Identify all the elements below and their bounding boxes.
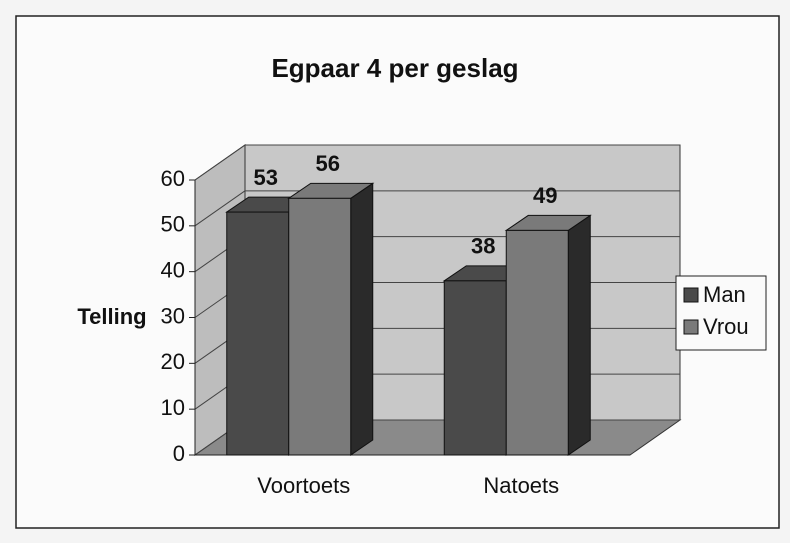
bar-side (567, 214, 591, 456)
chart-title: Egpaar 4 per geslag (271, 53, 518, 83)
grid-line (194, 144, 246, 181)
legend-label: Man (703, 282, 746, 307)
bar (288, 197, 352, 456)
bar (443, 280, 507, 456)
legend-swatch (683, 287, 699, 303)
value-label: 49 (533, 183, 557, 208)
y-tick-label: 60 (161, 166, 185, 191)
bar (505, 229, 569, 456)
bar-side (350, 182, 374, 456)
y-axis-label: Telling (77, 304, 146, 329)
y-tick-label: 0 (173, 441, 185, 466)
x-tick-label: Voortoets (257, 473, 350, 498)
y-tick-label: 50 (161, 212, 185, 237)
value-label: 56 (316, 151, 340, 176)
value-label: 38 (471, 234, 495, 259)
y-tick-label: 30 (161, 303, 185, 328)
value-label: 53 (254, 165, 278, 190)
y-tick-label: 20 (161, 349, 185, 374)
legend-swatch (683, 319, 699, 335)
x-tick-label: Natoets (483, 473, 559, 498)
legend-label: Vrou (703, 314, 749, 339)
grid-line (194, 190, 246, 227)
y-tick-label: 40 (161, 257, 185, 282)
y-tick-label: 10 (161, 395, 185, 420)
bar (226, 211, 290, 456)
